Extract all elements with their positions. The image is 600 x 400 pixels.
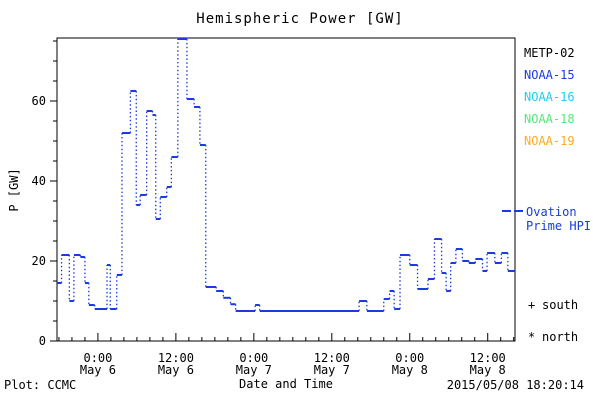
- ovation-line-legend: Ovation Prime HPI: [502, 205, 591, 233]
- south-marker-key: + south: [528, 298, 578, 312]
- north-label: north: [542, 330, 579, 344]
- plot-credit: Plot: CCMC: [4, 378, 77, 392]
- ovation-legend-line1: Ovation: [502, 205, 591, 219]
- x-tick-date-label: May 7: [236, 363, 272, 377]
- legend-item-noaa19: NOAA-19: [524, 134, 575, 148]
- x-tick-time-label: 12:00: [314, 351, 350, 365]
- asterisk-marker-icon: *: [528, 330, 536, 344]
- hpi-data-series: [57, 38, 515, 312]
- generation-timestamp: 2015/05/08 18:20:14: [446, 378, 584, 392]
- page-title: Hemispheric Power [GW]: [196, 11, 404, 27]
- legend-item-noaa18: NOAA-18: [524, 112, 575, 126]
- x-tick-date-label: May 6: [80, 363, 116, 377]
- legend-item-noaa15: NOAA-15: [524, 68, 575, 82]
- legend-item-metp02: METP-02: [524, 46, 575, 60]
- x-tick-time-label: 0:00: [395, 351, 424, 365]
- satellite-legend: METP-02 NOAA-15 NOAA-16 NOAA-18 NOAA-19: [524, 42, 575, 152]
- y-axis-label: P [GW]: [7, 168, 21, 212]
- dashed-line-sample: [502, 210, 511, 212]
- x-tick-date-label: May 6: [158, 363, 194, 377]
- x-tick-time-label: 12:00: [158, 351, 194, 365]
- x-tick-time-label: 0:00: [83, 351, 112, 365]
- y-tick-label: 20: [32, 254, 46, 268]
- south-label: south: [542, 298, 579, 312]
- north-marker-key: * north: [528, 330, 578, 344]
- x-tick-date-label: May 8: [392, 363, 428, 377]
- y-tick-label: 0: [39, 334, 46, 348]
- x-tick-date-label: May 8: [470, 363, 506, 377]
- x-axis-label: Date and Time: [239, 377, 333, 391]
- y-tick-label: 60: [32, 94, 46, 108]
- plus-marker-icon: +: [528, 298, 536, 312]
- y-tick-label: 40: [32, 174, 46, 188]
- ovation-legend-line2: Prime HPI: [526, 219, 592, 233]
- plot-frame: [56, 37, 516, 342]
- x-tick-time-label: 12:00: [470, 351, 506, 365]
- x-tick-date-label: May 7: [314, 363, 350, 377]
- dashed-line-sample: [514, 210, 523, 212]
- legend-item-noaa16: NOAA-16: [524, 90, 575, 104]
- x-tick-time-label: 0:00: [239, 351, 268, 365]
